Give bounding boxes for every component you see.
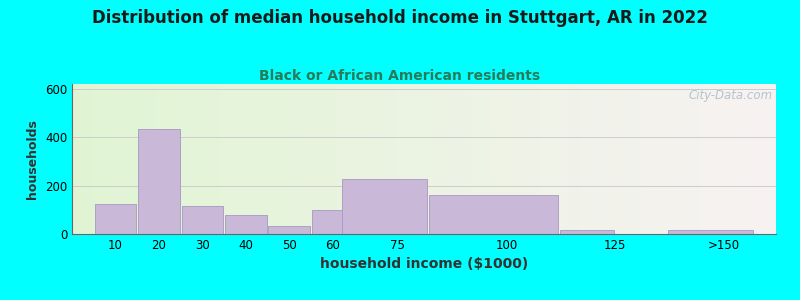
Bar (312, 210, 345, 234)
Bar (668, 230, 754, 234)
X-axis label: household income ($1000): household income ($1000) (320, 257, 528, 272)
Bar (138, 129, 180, 234)
Bar (225, 214, 266, 234)
Bar (182, 206, 223, 234)
Text: Black or African American residents: Black or African American residents (259, 69, 541, 83)
Text: City-Data.com: City-Data.com (688, 88, 773, 101)
Bar (342, 179, 427, 234)
Text: Distribution of median household income in Stuttgart, AR in 2022: Distribution of median household income … (92, 9, 708, 27)
Y-axis label: households: households (26, 119, 39, 199)
Bar (269, 226, 310, 234)
Bar (430, 195, 558, 234)
Bar (94, 204, 136, 234)
Bar (559, 230, 614, 234)
